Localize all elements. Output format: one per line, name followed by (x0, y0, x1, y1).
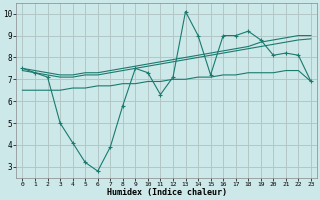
X-axis label: Humidex (Indice chaleur): Humidex (Indice chaleur) (107, 188, 227, 197)
